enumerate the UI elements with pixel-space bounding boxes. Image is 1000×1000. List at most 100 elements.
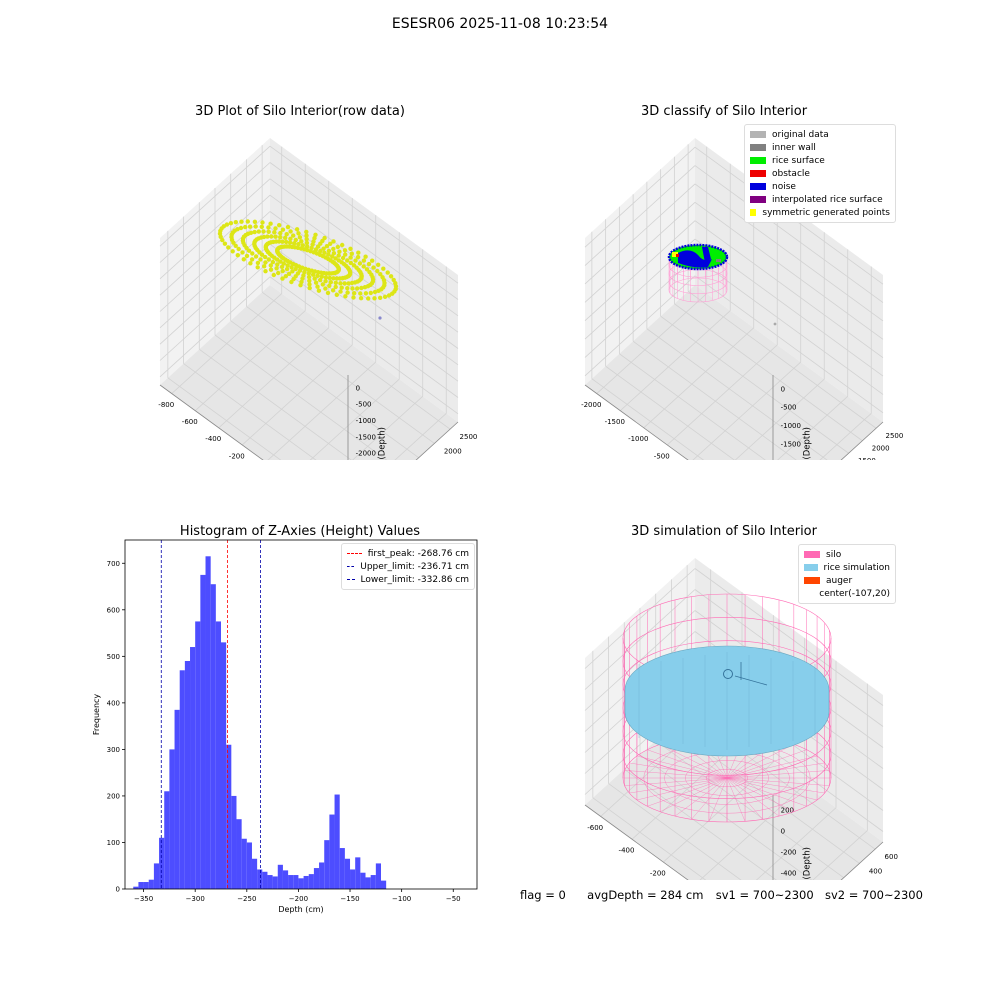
histogram-bar (277, 864, 283, 889)
raw-point (302, 269, 307, 275)
simulation-3d-plot: -600-400-2000200400-600-400-200020040060… (584, 558, 898, 880)
raw-point (362, 285, 368, 290)
raw-point (331, 276, 336, 281)
axes-box: -2000-1500-1000-500050010001500-1000-500… (581, 138, 903, 460)
raw-point (280, 239, 285, 244)
raw-point (339, 285, 344, 290)
legend-label: Lower_limit: -332.86 cm (360, 574, 469, 585)
raw-point (326, 252, 331, 257)
legend-swatch (750, 183, 766, 190)
classify-plot-title: 3D classify of Silo Interior (640, 104, 808, 119)
raw-point (336, 268, 341, 273)
legend-label: Upper_limit: -236.71 cm (360, 561, 469, 572)
pane-floor (160, 285, 458, 460)
raw-point (316, 288, 322, 293)
raw-point (262, 264, 267, 269)
raw-point (338, 281, 343, 286)
y-axis-line (840, 841, 884, 880)
gridline (819, 413, 872, 460)
histogram-bar (169, 749, 175, 889)
histogram-bars (133, 556, 387, 889)
legend-entry: Lower_limit: -332.86 cm (347, 573, 469, 586)
raw-point (238, 225, 244, 231)
raw-point (268, 263, 273, 268)
z-tick-label: -2000 (781, 459, 801, 460)
raw-point (290, 269, 295, 274)
histogram-bar (210, 584, 216, 889)
raw-point (358, 291, 363, 296)
x-tick-label: -600 (587, 824, 603, 832)
y-axis-line (840, 421, 884, 460)
raw-point (276, 270, 281, 276)
legend-swatch (750, 157, 766, 164)
gridline (584, 257, 696, 358)
raw-point (351, 295, 356, 300)
gridline (694, 220, 884, 359)
raw-point (263, 254, 268, 260)
flag-text: flag = 0 (520, 888, 566, 902)
symmetric-points (672, 252, 678, 257)
histogram-bar (246, 842, 252, 889)
raw-point (280, 227, 286, 232)
histogram-bar (138, 882, 144, 889)
legend-swatch (750, 196, 766, 203)
raw-point (346, 281, 351, 286)
silo-floor-ring (705, 768, 748, 787)
raw-point (296, 242, 301, 247)
legend-entry: auger (804, 574, 890, 587)
silo-floor-spoke (660, 744, 728, 779)
raw-point (345, 258, 350, 263)
legend-label: rice surface (772, 155, 825, 166)
silo-floor-spoke (647, 749, 728, 779)
silo-floor-spoke (726, 777, 746, 822)
raw-point (318, 248, 323, 254)
raw-point (278, 235, 283, 240)
raw-point (313, 280, 319, 285)
raw-point (322, 250, 327, 255)
y-tick-label: 600 (885, 853, 898, 861)
raw-point (372, 296, 377, 301)
histogram-bar (143, 882, 149, 889)
legend-entry: original data (750, 128, 890, 141)
x-tick-label: -600 (182, 418, 198, 426)
histogram-title: Histogram of Z-Axies (Height) Values (179, 524, 421, 539)
raw-point (297, 235, 303, 240)
gridline (694, 568, 884, 706)
noise-region (702, 247, 711, 263)
gridline (632, 340, 797, 460)
x-tick-label: −50 (446, 895, 461, 903)
raw-point (363, 291, 369, 296)
raw-point (259, 224, 264, 229)
gridline (269, 276, 459, 415)
legend-label: original data (772, 129, 829, 140)
raw-point (298, 283, 303, 288)
raw-point (312, 276, 317, 281)
pane-back (695, 138, 883, 422)
histogram-bar (344, 858, 351, 889)
gridline (159, 162, 271, 263)
histogram-bar (190, 647, 196, 889)
raw-point (352, 291, 357, 296)
raw-point (381, 266, 386, 271)
x-tick-label: −150 (340, 895, 359, 903)
raw-point (277, 223, 282, 228)
raw-point (345, 286, 350, 291)
raw-point (284, 239, 289, 245)
raw-point (311, 272, 316, 277)
gridline (584, 202, 696, 303)
raw-point (244, 253, 250, 259)
gridline (694, 238, 884, 377)
legend-swatch (750, 144, 766, 151)
gridline (646, 328, 828, 460)
histogram-bar (334, 794, 340, 889)
silo-floor-spoke (726, 744, 794, 779)
histogram-bar (313, 868, 320, 889)
gridline (230, 320, 419, 459)
raw-point (253, 224, 258, 229)
gridline (584, 220, 696, 321)
raw-point (315, 284, 320, 289)
legend-entry: noise (750, 180, 890, 193)
histogram-bar (355, 857, 361, 889)
classify-3d-plot: -2000-1500-1000-500050010001500-1000-500… (581, 138, 903, 460)
raw-point (327, 283, 332, 288)
